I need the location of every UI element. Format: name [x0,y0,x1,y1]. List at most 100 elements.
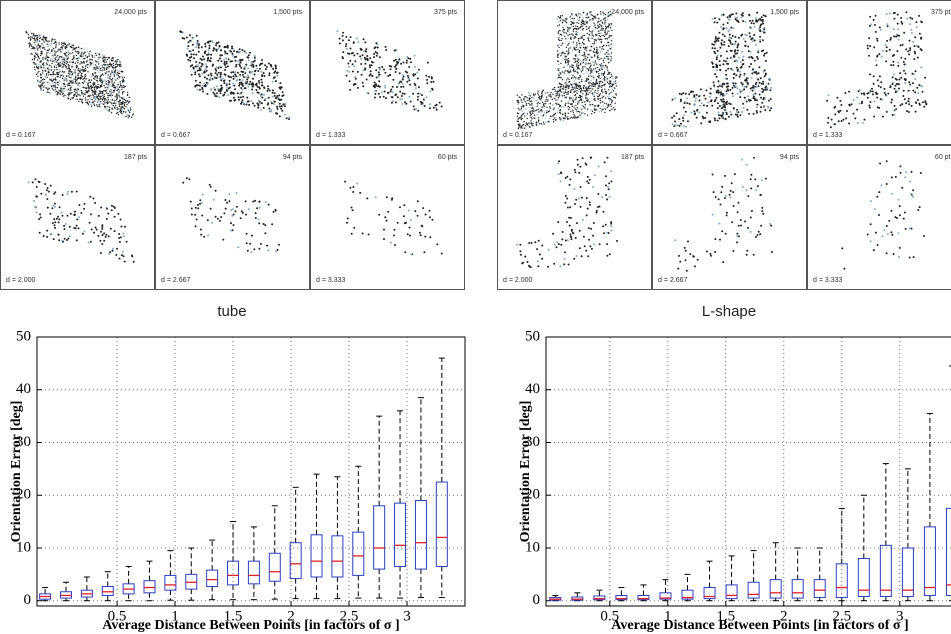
point [84,69,87,72]
point [559,76,561,79]
point [120,225,123,228]
point [99,86,101,89]
point [732,250,735,252]
point [596,81,598,83]
point [566,221,568,223]
point [747,226,749,229]
point [607,104,609,107]
point [224,199,227,201]
point [74,80,77,83]
distance-label: d = 0.167 [503,132,532,139]
point [68,71,70,73]
point [757,78,760,81]
point [528,122,530,124]
point [586,32,588,35]
point [559,105,561,108]
point [754,92,757,95]
point [373,96,376,99]
point [122,84,125,87]
point [589,65,592,68]
point [91,54,93,57]
point [422,98,425,101]
point [410,253,413,256]
point [40,50,42,53]
point [583,34,586,37]
point [593,111,596,114]
point [557,107,559,110]
point [893,87,896,90]
point [259,243,262,245]
point [220,60,223,63]
point [724,106,727,109]
point [559,29,561,32]
point [96,80,99,82]
point [559,83,562,85]
point [609,10,611,12]
point [247,56,250,59]
point [66,193,69,195]
point [122,80,124,83]
point [596,66,599,69]
point [243,87,246,90]
point [604,34,606,36]
point [574,70,577,73]
point [110,209,113,212]
point [73,95,76,97]
point [422,207,425,210]
point [848,103,851,106]
point [99,106,102,108]
point [610,102,613,104]
point [105,61,108,63]
point [94,72,96,74]
point [252,200,255,203]
point [714,17,716,20]
point [755,106,758,109]
point [589,101,591,103]
point [750,173,753,176]
point [591,19,594,22]
point [556,50,559,52]
point [542,105,544,108]
point [896,50,899,53]
point [254,217,257,219]
point [577,38,580,40]
point [537,94,540,96]
point [730,13,733,16]
point [198,84,201,87]
point [57,233,60,236]
point [588,85,590,88]
point [761,18,764,21]
point [695,97,697,100]
point [525,124,527,127]
point [192,66,195,69]
point [258,81,261,84]
point [604,53,606,55]
point [108,63,111,66]
point [579,76,582,78]
point [587,182,590,185]
point [384,71,387,74]
point [530,242,533,244]
point [360,48,363,51]
point [837,120,840,123]
point [278,115,281,118]
point [563,32,565,34]
point [46,49,49,52]
point [534,241,537,244]
point [102,103,105,106]
point [567,53,569,55]
point [711,47,714,50]
point [110,95,112,98]
point [96,104,98,106]
point [531,124,533,126]
point [596,48,598,50]
point [212,63,214,66]
point [192,53,195,56]
point [41,52,43,54]
point [891,83,894,86]
point [38,84,40,86]
point [123,90,125,93]
point [574,58,576,60]
point [75,58,78,60]
point [55,82,57,84]
